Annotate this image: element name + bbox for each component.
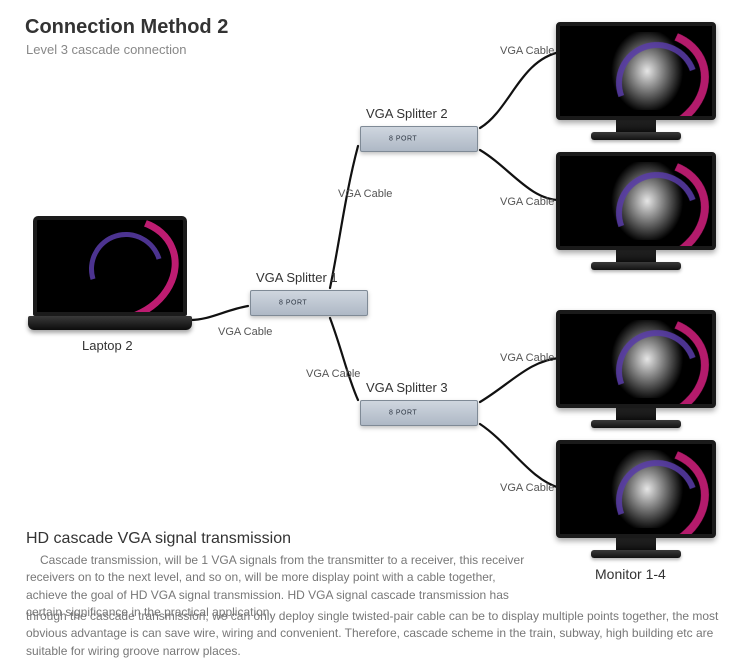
vga-cable (480, 358, 560, 402)
vga-cable-label: VGA Cable (218, 326, 272, 338)
monitor-4 (556, 440, 716, 558)
vga-cable-label: VGA Cable (500, 352, 554, 364)
vga-splitter-1 (250, 290, 368, 316)
vga-cable (480, 424, 560, 488)
vga-cable (480, 150, 560, 200)
vga-cable (330, 146, 358, 288)
monitor-3 (556, 310, 716, 428)
monitor-2 (556, 152, 716, 270)
vga-splitter-2 (360, 126, 478, 152)
vga-cable-label: VGA Cable (500, 45, 554, 57)
vga-splitter-2-label: VGA Splitter 2 (366, 106, 448, 121)
page-title: Connection Method 2 (25, 16, 228, 39)
vga-cable-label: VGA Cable (338, 188, 392, 200)
vga-cable-label: VGA Cable (306, 368, 360, 380)
vga-cable-label: VGA Cable (500, 196, 554, 208)
monitors-label: Monitor 1-4 (595, 566, 666, 582)
page-subtitle: Level 3 cascade connection (26, 42, 186, 57)
vga-cable (330, 318, 358, 400)
vga-cable (190, 306, 248, 320)
footer-title: HD cascade VGA signal transmission (26, 530, 291, 548)
vga-cable (480, 52, 560, 128)
laptop-label: Laptop 2 (82, 338, 133, 353)
footer-body-2: through the cascade transmission, we can… (26, 608, 726, 660)
vga-cable-label: VGA Cable (500, 482, 554, 494)
vga-splitter-3-label: VGA Splitter 3 (366, 380, 448, 395)
monitor-1 (556, 22, 716, 140)
vga-splitter-3 (360, 400, 478, 426)
laptop-device (33, 216, 192, 330)
vga-splitter-1-label: VGA Splitter 1 (256, 270, 338, 285)
